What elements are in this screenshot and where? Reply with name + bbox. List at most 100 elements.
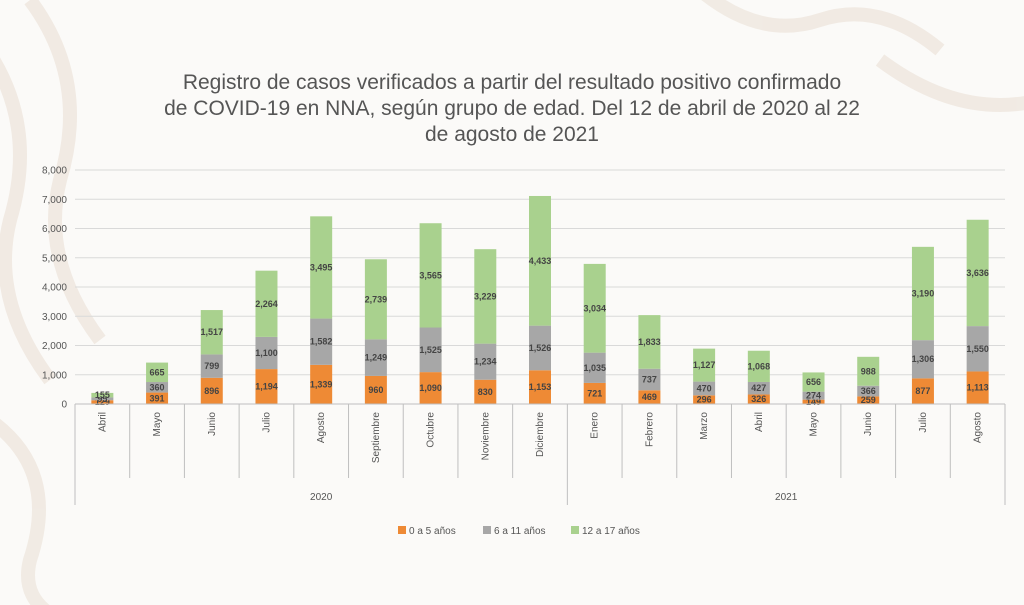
y-tick-label: 6,000 [42, 224, 67, 235]
bar-segment [474, 249, 497, 344]
data-label: 1,339 [310, 379, 333, 389]
bar-segment [583, 263, 606, 353]
bar-segment [419, 223, 442, 328]
bar-segment [693, 395, 716, 404]
y-tick-label: 2,000 [42, 341, 67, 352]
data-label: 95 [97, 394, 107, 404]
data-label: 3,495 [310, 262, 333, 272]
data-label: 2,739 [365, 294, 388, 304]
data-label: 1,526 [529, 343, 552, 353]
data-label: 1,234 [474, 357, 497, 367]
data-label: 1,582 [310, 337, 333, 347]
category-label: Julio [918, 412, 929, 433]
category-label: Agosto [973, 412, 984, 444]
data-label: 366 [861, 386, 876, 396]
data-label: 3,565 [419, 270, 442, 280]
data-label: 149 [806, 397, 821, 407]
data-label: 721 [587, 388, 602, 398]
bar-segment [91, 397, 114, 401]
data-label: 656 [806, 377, 821, 387]
bar-segment [583, 382, 606, 404]
bar-segment [638, 315, 661, 369]
y-tick-label: 0 [61, 400, 67, 411]
bar-segment [638, 390, 661, 404]
y-tick-label: 4,000 [42, 283, 67, 294]
data-label: 469 [642, 392, 657, 402]
data-label: 360 [150, 382, 165, 392]
bar-segment [310, 318, 333, 365]
data-label: 960 [368, 385, 383, 395]
category-label: Octubre [426, 412, 437, 448]
bar-segment [966, 219, 989, 327]
category-label: Abril [97, 412, 108, 432]
bar-segment [693, 348, 716, 382]
data-label: 2,264 [255, 299, 278, 309]
data-label: 1,127 [693, 360, 716, 370]
category-label: Mayo [809, 412, 820, 437]
y-tick-label: 5,000 [42, 253, 67, 264]
data-label: 427 [751, 383, 766, 393]
data-label: 1,100 [255, 348, 278, 358]
legend-swatch [398, 526, 406, 534]
data-label: 1,068 [748, 361, 771, 371]
data-label: 129 [95, 397, 110, 407]
category-label: Mayo [152, 412, 163, 437]
bar-segment [802, 399, 825, 404]
bar-segment [747, 350, 770, 382]
bar-segment [91, 400, 114, 404]
data-label: 896 [204, 386, 219, 396]
data-label: 1,833 [638, 337, 661, 347]
category-label: Enero [590, 412, 601, 439]
bar-segment [146, 382, 169, 393]
data-label: 3,229 [474, 291, 497, 301]
bar-segment [419, 372, 442, 404]
data-label: 3,636 [966, 268, 989, 278]
data-label: 799 [204, 361, 219, 371]
category-label: Junio [207, 412, 218, 436]
bar-segment [802, 372, 825, 392]
bar-segment [255, 336, 278, 370]
category-label: Septiembre [371, 412, 382, 464]
data-label: 1,249 [365, 353, 388, 363]
data-label: 1,550 [966, 344, 989, 354]
legend-label: 12 a 17 años [582, 526, 640, 537]
bar-segment [255, 270, 278, 337]
bar-segment [911, 246, 934, 341]
legend-label: 6 a 11 años [494, 526, 546, 537]
chart-title-line-1: Registro de casos verificados a partir d… [182, 71, 842, 94]
bar-segment [747, 381, 770, 395]
bar-segment [911, 340, 934, 379]
bar-segment [419, 327, 442, 373]
data-label: 665 [150, 367, 165, 377]
bar-segment [474, 379, 497, 404]
chart-title: Registro de casos verificados a partir d… [0, 70, 1024, 148]
legend-swatch [483, 526, 491, 534]
data-label: 3,190 [912, 288, 935, 298]
year-group-label: 2021 [775, 492, 798, 503]
chart-title-line-3: de agosto de 2021 [425, 123, 599, 146]
bar-segment [364, 375, 387, 404]
y-tick-label: 8,000 [42, 166, 67, 177]
legend-label: 0 a 5 años [409, 526, 456, 537]
bar-segment [966, 326, 989, 372]
data-label: 1,517 [200, 327, 223, 337]
data-label: 737 [642, 375, 657, 385]
y-tick-label: 3,000 [42, 312, 67, 323]
bar-segment [146, 362, 169, 383]
data-label: 470 [697, 383, 712, 393]
category-label: Marzo [699, 412, 710, 440]
bar-segment [857, 396, 880, 404]
data-label: 1,525 [419, 345, 442, 355]
category-label: Abril [754, 412, 765, 432]
bar-segment [91, 392, 114, 398]
bar-segment [857, 356, 880, 386]
data-label: 155 [95, 390, 110, 400]
bar-segment [364, 339, 387, 376]
bar-segment [529, 370, 551, 404]
chart-title-line-2: de COVID-19 en NNA, según grupo de edad.… [164, 97, 860, 120]
category-label: Febrero [644, 412, 655, 447]
bar-segment [474, 343, 497, 380]
data-label: 1,090 [419, 383, 442, 393]
year-group-label: 2020 [310, 492, 333, 503]
category-label: Julio [261, 412, 272, 433]
